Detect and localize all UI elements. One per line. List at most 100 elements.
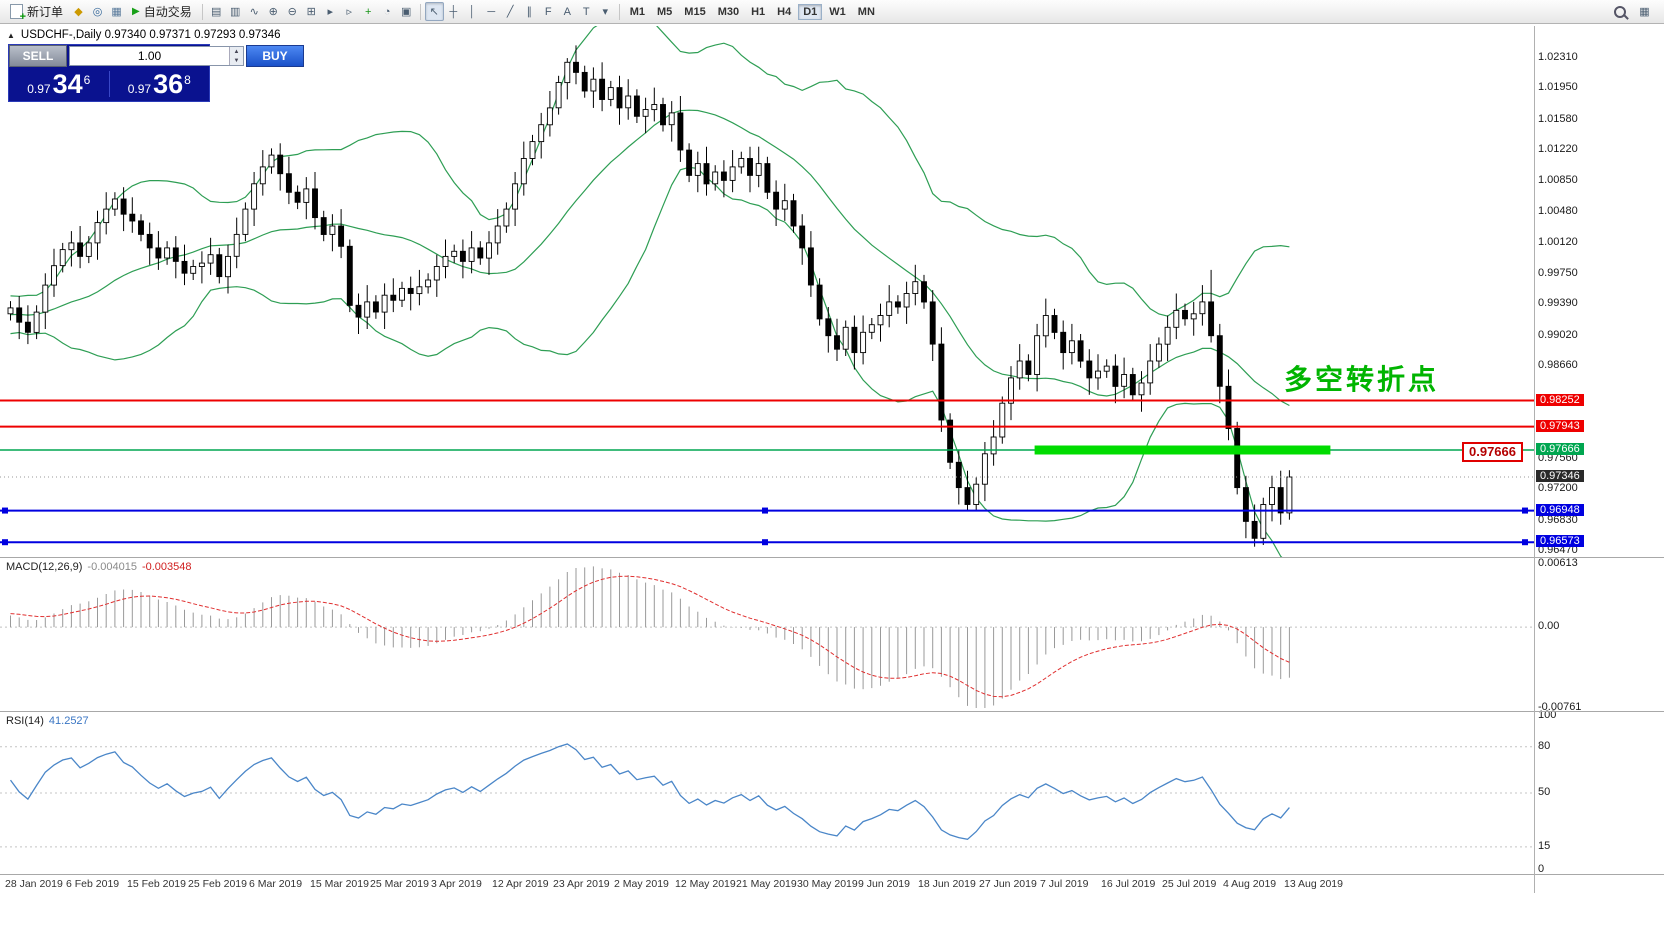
- bollinger-bands-layer: [10, 26, 1290, 558]
- fibonacci-icon[interactable]: F: [544, 5, 552, 18]
- panel-separator[interactable]: [0, 711, 1664, 712]
- line-handle[interactable]: [762, 507, 768, 514]
- auto-trading-label: 自动交易: [143, 5, 192, 19]
- sell-button[interactable]: SELL: [9, 45, 67, 67]
- highlight-level-bar[interactable]: [1034, 445, 1331, 455]
- layout-icon[interactable]: ▦: [1639, 6, 1650, 18]
- symbol-info-line: ▲ USDCHF-,Daily 0.97340 0.97371 0.97293 …: [7, 29, 280, 41]
- tab-timeframe-m5[interactable]: M5: [657, 5, 673, 18]
- date-label: 25 Feb 2019: [188, 878, 247, 890]
- price-tick-label: 1.01950: [1538, 81, 1578, 94]
- date-label: 27 Jun 2019: [979, 878, 1037, 890]
- candlestick-chart-icon[interactable]: ▥: [230, 6, 241, 18]
- macd-axis-label: 0.00: [1538, 620, 1560, 633]
- tab-timeframe-mn[interactable]: MN: [857, 5, 875, 18]
- rsi-axis-label: 100: [1538, 709, 1557, 721]
- tab-timeframe-h4[interactable]: H4: [777, 5, 792, 18]
- price-axis-column: 1.02310 1.01950 1.01580 1.01220 1.00850 1.004…: [1534, 24, 1664, 893]
- tab-timeframe-m1[interactable]: M1: [629, 5, 646, 18]
- line-handle[interactable]: [1522, 507, 1528, 514]
- price-level-flag[interactable]: 0.97666: [1462, 442, 1523, 462]
- periods-icon[interactable]: ◔: [383, 5, 391, 18]
- panel-separator: [0, 874, 1664, 875]
- price-chart-canvas[interactable]: [0, 26, 1534, 558]
- new-order-icon: [10, 4, 26, 23]
- tab-timeframe-m15[interactable]: M15: [684, 5, 706, 18]
- macd-panel-canvas[interactable]: [0, 558, 1534, 712]
- line-handle[interactable]: [2, 507, 8, 514]
- zoom-out-icon[interactable]: ⊖: [287, 6, 297, 18]
- channel-icon[interactable]: ∥: [526, 6, 532, 18]
- label-icon[interactable]: T: [582, 5, 590, 18]
- volume-decrease-button[interactable]: ▼: [230, 56, 243, 65]
- volume-box: ▲ ▼: [69, 46, 244, 66]
- price-tick-label: 1.01220: [1538, 143, 1578, 156]
- indicators-icon[interactable]: +: [365, 5, 372, 18]
- date-label: 4 Aug 2019: [1223, 878, 1277, 890]
- bar-chart-icon[interactable]: ▤: [211, 6, 222, 18]
- horizontal-line-icon[interactable]: ─: [487, 5, 496, 18]
- date-label: 25 Jul 2019: [1162, 878, 1217, 890]
- macd-axis-label: 0.00613: [1538, 557, 1578, 569]
- line-handle[interactable]: [1522, 539, 1528, 546]
- buy-price[interactable]: 0.97 36 8: [127, 68, 191, 99]
- tab-timeframe-m30[interactable]: M30: [717, 5, 740, 18]
- top-toolbar: 新订单 ◆ ◎ ▦ ▶ 自动交易 ▤ ▥ ∿ ⊕ ⊖ ⊞ ▸ ▹ + ◔ ▣ ↖ ┼ │ ─ ╱ ∥ FAT ▾ M1…: [0, 0, 1664, 24]
- new-order-label: 新订单: [27, 5, 64, 19]
- market-watch-icon[interactable]: ◆: [74, 6, 83, 18]
- cursor-icon[interactable]: ↖: [424, 2, 444, 21]
- date-label: 15 Feb 2019: [127, 878, 186, 890]
- terminal-icon[interactable]: ▦: [111, 6, 122, 18]
- volume-input[interactable]: [70, 47, 229, 65]
- zoom-in-icon[interactable]: ⊕: [268, 6, 278, 18]
- line-handle[interactable]: [2, 539, 8, 546]
- toolbar-separator: [419, 3, 421, 20]
- shapes-icon[interactable]: ▾: [602, 6, 608, 18]
- chart-text-annotation[interactable]: 多空转折点: [1284, 364, 1440, 395]
- date-label: 21 May 2019: [736, 878, 797, 890]
- price-tick-label: 0.99750: [1538, 267, 1578, 280]
- tab-timeframe-h1[interactable]: H1: [751, 5, 766, 18]
- date-axis: 28 Jan 2019 6 Feb 2019 15 Feb 2019 25 Feb 2…: [0, 875, 1534, 893]
- hline-price-label: 0.97943: [1536, 419, 1584, 432]
- vertical-line-icon[interactable]: │: [468, 5, 476, 18]
- hline-price-label: 0.97666: [1536, 442, 1584, 455]
- hline-price-label: 0.96573: [1536, 535, 1584, 548]
- volume-increase-button[interactable]: ▲: [230, 47, 243, 56]
- tab-timeframe-d1[interactable]: D1: [798, 3, 823, 20]
- date-label: 30 May 2019: [797, 878, 858, 890]
- price-tick-label: 1.01580: [1538, 112, 1578, 125]
- line-handle[interactable]: [762, 539, 768, 546]
- price-tick-label: 1.00120: [1538, 235, 1578, 248]
- sell-price[interactable]: 0.97 34 6: [27, 68, 91, 99]
- text-icon[interactable]: A: [563, 5, 571, 18]
- date-label: 16 Jul 2019: [1101, 878, 1156, 890]
- panel-separator[interactable]: [0, 557, 1664, 558]
- collapse-panel-toggle[interactable]: ▲: [7, 30, 15, 40]
- date-label: 28 Jan 2019: [5, 878, 63, 890]
- date-label: 18 Jun 2019: [918, 878, 976, 890]
- rsi-axis-label: 80: [1538, 739, 1551, 752]
- rsi-panel-canvas[interactable]: [0, 712, 1534, 875]
- trendline-icon[interactable]: ╱: [506, 6, 514, 18]
- auto-scroll-icon[interactable]: ▸: [327, 6, 333, 18]
- price-tick-label: 0.98660: [1538, 359, 1578, 372]
- templates-icon[interactable]: ▣: [401, 6, 412, 18]
- search-icon[interactable]: [1610, 2, 1629, 21]
- rsi-label: RSI(14) 41.2527: [6, 715, 89, 727]
- tile-windows-icon[interactable]: ⊞: [306, 6, 316, 18]
- navigator-icon[interactable]: ◎: [92, 6, 103, 18]
- new-order-button[interactable]: 新订单: [4, 2, 69, 23]
- tab-timeframe-w1[interactable]: W1: [829, 5, 846, 18]
- price-tick-label: 1.00480: [1538, 205, 1578, 218]
- auto-trading-button[interactable]: ▶ 自动交易: [126, 2, 198, 21]
- buy-button[interactable]: BUY: [246, 45, 304, 67]
- price-tick-label: 0.96830: [1538, 513, 1578, 526]
- axis-separator: [1534, 26, 1535, 893]
- line-chart-icon[interactable]: ∿: [249, 6, 259, 18]
- date-label: 12 May 2019: [675, 878, 736, 890]
- crosshair-icon[interactable]: ┼: [449, 5, 458, 18]
- rsi-axis-label: 50: [1538, 786, 1551, 798]
- chart-shift-icon[interactable]: ▹: [346, 6, 352, 18]
